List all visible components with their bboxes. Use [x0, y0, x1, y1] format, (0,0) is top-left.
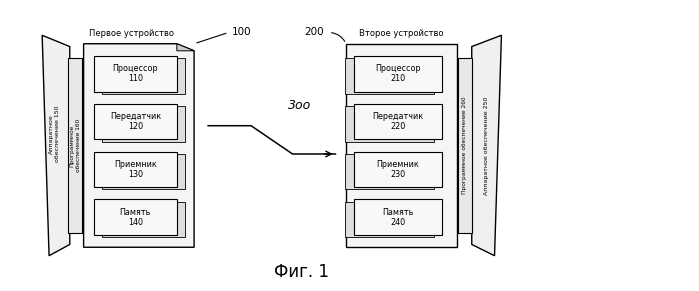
FancyBboxPatch shape — [345, 58, 434, 94]
FancyBboxPatch shape — [102, 154, 185, 189]
FancyBboxPatch shape — [102, 202, 185, 237]
Text: Программное
обеспечение 160: Программное обеспечение 160 — [70, 119, 81, 172]
Text: Второе устройство: Второе устройство — [359, 29, 444, 38]
Text: Процессор
110: Процессор 110 — [113, 64, 158, 84]
Text: 100: 100 — [232, 27, 252, 38]
Polygon shape — [458, 58, 472, 233]
FancyBboxPatch shape — [354, 199, 442, 235]
Text: Память
240: Память 240 — [382, 207, 414, 227]
Text: Приемник
230: Приемник 230 — [377, 160, 419, 179]
Polygon shape — [69, 58, 82, 233]
Polygon shape — [472, 35, 501, 256]
FancyBboxPatch shape — [102, 106, 185, 142]
FancyBboxPatch shape — [94, 56, 177, 92]
FancyBboxPatch shape — [94, 152, 177, 187]
Text: Память
140: Память 140 — [120, 207, 151, 227]
Text: 3оо: 3оо — [288, 99, 311, 111]
Polygon shape — [42, 35, 70, 256]
Text: Передатчик
220: Передатчик 220 — [373, 112, 424, 131]
FancyBboxPatch shape — [345, 106, 434, 142]
FancyBboxPatch shape — [102, 58, 185, 94]
FancyBboxPatch shape — [354, 152, 442, 187]
Text: Приемник
130: Приемник 130 — [114, 160, 157, 179]
Polygon shape — [177, 44, 194, 51]
Text: Фиг. 1: Фиг. 1 — [273, 263, 329, 281]
FancyBboxPatch shape — [345, 154, 434, 189]
Text: Аппаратное
обеспечение 150: Аппаратное обеспечение 150 — [49, 106, 60, 162]
Text: Программное обеспечение 260: Программное обеспечение 260 — [462, 97, 468, 194]
FancyBboxPatch shape — [354, 56, 442, 92]
Polygon shape — [84, 44, 194, 247]
FancyBboxPatch shape — [354, 104, 442, 139]
Text: Процессор
210: Процессор 210 — [375, 64, 421, 84]
Text: Аппаратное обеспечение 250: Аппаратное обеспечение 250 — [484, 96, 489, 195]
Text: 200: 200 — [305, 27, 324, 38]
Polygon shape — [346, 44, 456, 247]
FancyBboxPatch shape — [94, 104, 177, 139]
FancyBboxPatch shape — [345, 202, 434, 237]
Text: Первое устройство: Первое устройство — [89, 29, 175, 38]
FancyBboxPatch shape — [94, 199, 177, 235]
Text: Передатчик
120: Передатчик 120 — [110, 112, 161, 131]
